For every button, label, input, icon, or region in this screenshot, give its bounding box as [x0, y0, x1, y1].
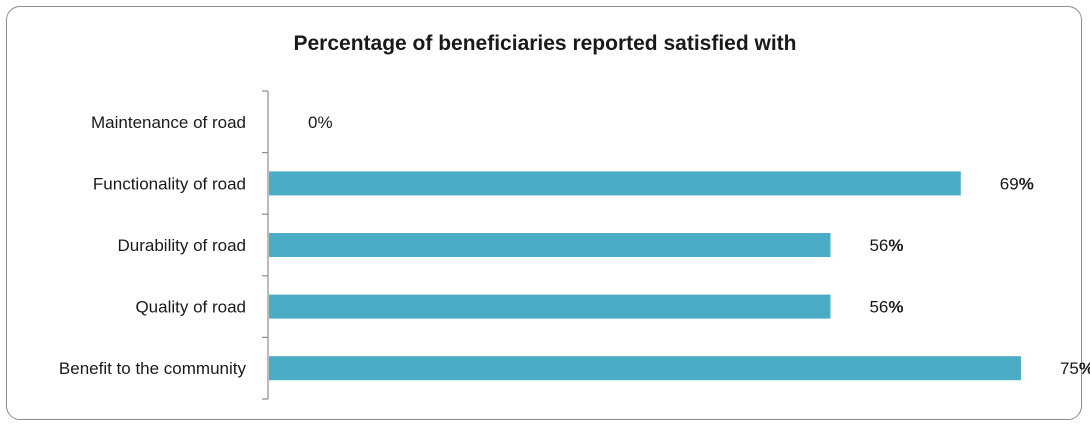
bars — [269, 171, 1021, 381]
category-label: Durability of road — [117, 236, 246, 255]
category-label: Benefit to the community — [59, 359, 247, 378]
bar — [269, 356, 1021, 381]
category-labels: Maintenance of road Functionality of road… — [59, 113, 247, 378]
category-label: Quality of road — [135, 298, 246, 317]
category-axis — [262, 90, 269, 400]
category-label: Maintenance of road — [91, 113, 246, 132]
bar — [269, 171, 961, 196]
bar — [269, 294, 831, 319]
value-label: 75% — [1060, 359, 1090, 378]
value-label: 0% — [308, 113, 333, 132]
chart-title: Percentage of beneficiaries reported sat… — [293, 32, 797, 55]
value-label: 69% — [1000, 174, 1034, 193]
value-label: 56% — [869, 236, 903, 255]
chart-frame — [6, 6, 1082, 420]
bar — [269, 233, 831, 257]
value-label: 56% — [869, 298, 903, 317]
value-labels: 0% 69% 56% 56% 75% — [308, 113, 1090, 378]
category-label: Functionality of road — [93, 174, 246, 193]
